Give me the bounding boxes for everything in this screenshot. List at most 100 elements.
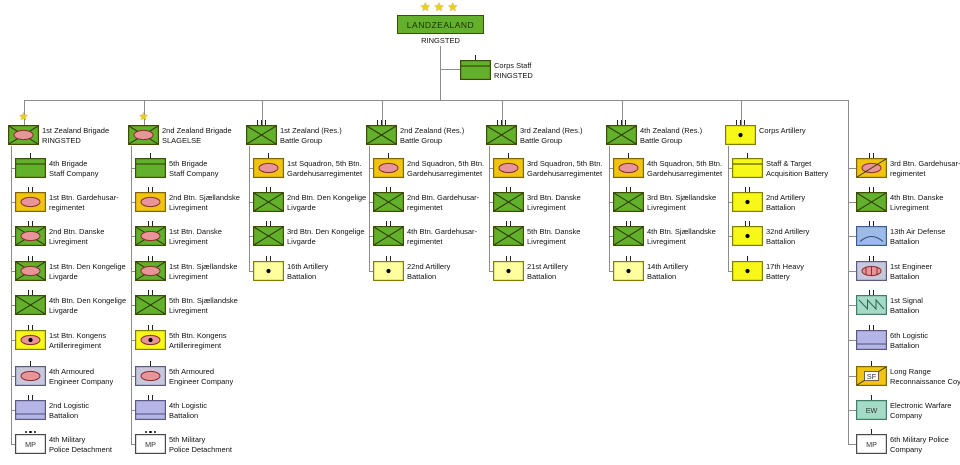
unit-label-line1: Corps Artillery	[759, 126, 806, 135]
unit-stub-line	[131, 202, 135, 203]
echelon-star-icon: ★	[138, 111, 149, 123]
unit-label-line2: Company	[890, 411, 923, 420]
unit-label: 1st Btn. Kongens Artilleriregiment	[49, 331, 106, 351]
unit-label-line1: 4th Btn. Gardehusar-	[407, 227, 478, 236]
echelon-tick	[873, 186, 875, 192]
unit-symbol-armored-eng	[135, 366, 166, 386]
column-drop-line	[382, 100, 383, 125]
unit-label: Corps Staff RINGSTED	[494, 61, 533, 81]
unit-label-line1: 1st Btn. Sjællandske	[169, 262, 238, 271]
echelon-tick	[873, 220, 875, 226]
unit-label-line1: Electronic Warfare	[890, 401, 952, 410]
unit-symbol-arty-pale	[253, 261, 284, 281]
column-trunk-line	[728, 146, 729, 271]
unit-label-line1: 4th Btn. Den Kongelige	[49, 296, 127, 305]
unit-label: 4th Btn. Den Kongelige Livgarde	[49, 296, 126, 316]
unit-label: 1st Zealand Brigade RINGSTED	[42, 126, 109, 146]
unit-label-line1: 2nd Btn. Danske	[49, 227, 105, 236]
unit-label-line1: 6th Logistic	[890, 331, 928, 340]
echelon-ticks-icon	[15, 323, 46, 330]
unit-label: 2nd Btn. Den Kongelige Livgarde	[287, 193, 366, 213]
unit-symbol-arty-yellow	[725, 125, 756, 145]
unit-label: 3rd Btn. Danske Livregiment	[527, 193, 581, 213]
unit-label: 1st Btn. Danske Livregiment	[169, 227, 222, 247]
echelon-tick	[152, 255, 154, 261]
echelon-tick	[746, 255, 749, 261]
echelon-ticks-icon	[135, 359, 166, 366]
unit-symbol-logistic	[135, 400, 166, 420]
unit-label-line1: 1st Signal	[890, 296, 923, 305]
echelon-ticks-icon	[856, 427, 887, 434]
echelon-star-icon: ★	[18, 111, 29, 123]
echelon-tick	[147, 186, 149, 192]
echelon-tick	[260, 119, 263, 125]
unit-stub-line	[249, 271, 253, 272]
unit-label-line1: 4th Armoured	[49, 367, 95, 376]
unit-label: 2nd Btn. Gardehusar-regimentet	[407, 193, 479, 213]
echelon-ticks-icon	[856, 393, 887, 400]
hq-trunk-line	[440, 46, 441, 100]
unit-symbol-inf	[613, 192, 644, 212]
echelon-ticks-icon	[366, 118, 397, 125]
unit-label-line2: Police Detachment	[169, 445, 232, 454]
unit-label-line1: 2nd Squadron, 5th Btn.	[407, 159, 485, 168]
echelon-ticks-icon	[135, 393, 166, 400]
unit-label-line2: Battalion	[766, 203, 796, 212]
unit-label-line2: Reconnaissance Coy.	[890, 377, 960, 386]
echelon-ticks-icon	[856, 254, 887, 261]
unit-label-line2: Livgarde	[287, 237, 316, 246]
echelon-dot	[153, 430, 156, 433]
echelon-tick	[870, 428, 873, 434]
echelon-ticks-icon	[15, 254, 46, 261]
unit-label-line2: Livregiment	[527, 237, 566, 246]
column-drop-line	[24, 100, 25, 125]
unit-symbol-mech-inf	[135, 226, 166, 246]
unit-label: 5th Btn. Kongens Artilleriregiment	[169, 331, 227, 351]
unit-symbol-staff-yellow	[732, 158, 763, 178]
echelon-ticks-icon	[253, 185, 284, 192]
unit-label-line2: Gardehusarregimentet	[527, 169, 603, 178]
unit-symbol-mech-inf	[128, 125, 159, 145]
column-trunk-line	[489, 146, 490, 271]
unit-symbol-armor	[373, 158, 404, 178]
column-drop-line	[622, 100, 623, 125]
unit-symbol-armor	[15, 192, 46, 212]
unit-symbol-mech-inf	[135, 261, 166, 281]
unit-symbol-engineer	[856, 261, 887, 281]
unit-label: 2nd Logistic Battalion	[49, 401, 89, 421]
unit-stub-line	[609, 271, 613, 272]
unit-label: 5th Btn. Danske Livregiment	[527, 227, 580, 247]
unit-stub-line	[131, 340, 135, 341]
unit-label-line1: 6th Military Police	[890, 435, 949, 444]
echelon-tick	[870, 394, 873, 400]
unit-stub-line	[848, 202, 856, 203]
unit-stub-line	[609, 168, 613, 169]
echelon-tick	[873, 324, 875, 330]
unit-symbol-inf	[246, 125, 277, 145]
echelon-tick	[744, 220, 746, 226]
echelon-ticks-icon	[15, 288, 46, 295]
unit-stub-line	[369, 202, 373, 203]
unit-label-line2: Engineer Company	[49, 377, 114, 386]
echelon-tick	[873, 255, 875, 261]
unit-label-line1: 4th Btn. Danske	[890, 193, 944, 202]
unit-stub-line	[848, 305, 856, 306]
unit-label-line2: Livregiment	[49, 237, 88, 246]
unit-stub-line	[489, 271, 493, 272]
unit-label-line2: Police Detachment	[49, 445, 112, 454]
unit-label: Long Range Reconnaissance Coy.	[890, 367, 960, 387]
unit-label-line1: 5th Armoured	[169, 367, 215, 376]
unit-label: 1st Signal Battalion	[890, 296, 923, 316]
unit-symbol-inf	[373, 226, 404, 246]
unit-symbol-mp: MP	[856, 434, 887, 454]
svg-text:MP: MP	[25, 440, 36, 449]
echelon-tick	[149, 152, 152, 158]
unit-stub-line	[11, 202, 15, 203]
column-trunk-line	[131, 146, 132, 444]
echelon-tick	[380, 119, 383, 125]
unit-label-line2: Battalion	[49, 411, 79, 420]
echelon-tick	[630, 255, 632, 261]
echelon-ticks-icon	[606, 118, 637, 125]
unit-label-line2: Battalion	[407, 272, 437, 281]
unit-symbol-inf	[366, 125, 397, 145]
